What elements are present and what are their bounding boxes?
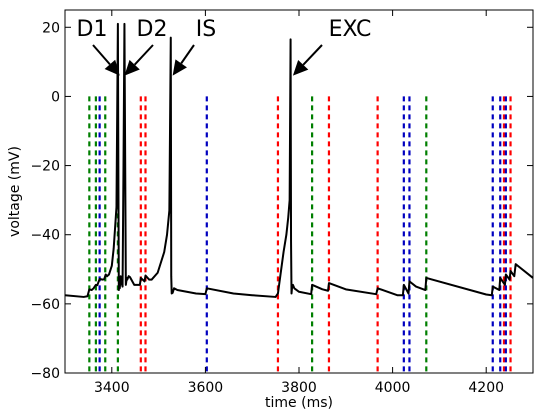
- annotation-arrow-d1: [92, 44, 111, 66]
- annotations: D1 D2 IS EXC: [77, 17, 372, 76]
- y-tick-label: −60: [30, 297, 60, 313]
- annotation-arrow-exc: [302, 44, 323, 66]
- annotation-arrow-is: [180, 44, 195, 64]
- annotation-label-d2: D2: [137, 17, 168, 42]
- y-tick-label: −40: [30, 228, 60, 244]
- x-tick-label: 4000: [375, 380, 411, 396]
- y-axis-label: voltage (mV): [7, 146, 23, 237]
- x-tick-label: 3800: [281, 380, 317, 396]
- voltage-trace: [64, 22, 534, 298]
- x-tick-label: 4200: [468, 380, 504, 396]
- annotation-arrowhead-exc: [292, 59, 309, 76]
- axis-ticks: 3400 3600 3800 4000 4200 −80 −60 −40 −20 0 20: [30, 10, 533, 396]
- y-tick-label: −20: [30, 159, 60, 175]
- annotation-arrowhead-is: [172, 59, 187, 76]
- voltage-trace-layer: [64, 22, 534, 298]
- annotation-label-exc: EXC: [329, 17, 372, 42]
- x-tick-label: 3400: [94, 380, 130, 396]
- vertical-markers: [88, 96, 512, 373]
- y-tick-label: −80: [30, 366, 60, 382]
- annotation-arrowhead-d2: [124, 59, 140, 76]
- x-axis-label: time (ms): [265, 395, 333, 411]
- annotation-arrowhead-d1: [104, 59, 120, 76]
- x-tick-label: 3600: [188, 380, 224, 396]
- annotation-label-is: IS: [196, 17, 216, 42]
- annotation-label-d1: D1: [77, 17, 108, 42]
- y-tick-label: 0: [51, 89, 60, 105]
- annotation-arrow-d2: [133, 44, 154, 66]
- y-tick-label: 20: [42, 20, 60, 36]
